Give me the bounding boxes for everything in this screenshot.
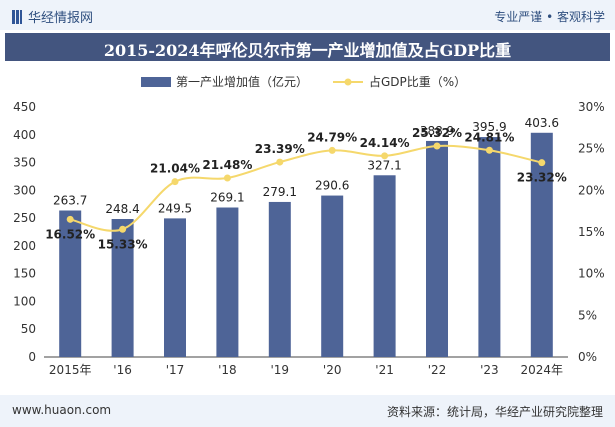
slogan: 专业严谨 • 客观科学 (494, 10, 605, 24)
bar-value-label: 263.7 (53, 194, 87, 208)
x-tick-label: '16 (113, 363, 132, 377)
pct-point (433, 142, 441, 150)
bar (268, 201, 291, 357)
bar (59, 210, 82, 357)
x-tick-label: '21 (375, 363, 394, 377)
pct-value-label: 25.32% (412, 126, 462, 140)
x-tick-label: '20 (323, 363, 342, 377)
bar-value-label: 395.9 (472, 120, 506, 134)
logo-icon (12, 10, 22, 24)
bar (426, 140, 448, 357)
pct-point (328, 146, 336, 154)
y-left-tick-label: 0 (28, 350, 36, 364)
y-left-tick-label: 150 (13, 267, 36, 281)
pct-value-label: 23.39% (255, 142, 305, 156)
x-tick-label: 2015年 (49, 363, 92, 377)
pct-line (69, 144, 543, 232)
chart-title: 2015-2024年呼伦贝尔市第一产业增加值及占GDP比重 (103, 41, 512, 60)
y-left-tick-label: 100 (13, 294, 36, 308)
pct-point (538, 159, 546, 167)
pct-point (381, 152, 389, 160)
pct-value-label: 24.79% (307, 130, 357, 144)
bar-value-label: 327.1 (367, 158, 401, 172)
pct-value-label: 21.04% (150, 162, 200, 176)
bar-value-label: 388.9 (420, 124, 454, 138)
y-left-tick-label: 350 (13, 156, 36, 170)
y-left-tick-label: 300 (13, 183, 36, 197)
y-right-tick-label: 30% (578, 100, 605, 114)
bar-value-label: 269.1 (210, 191, 244, 205)
title-bar: 2015-2024年呼伦贝尔市第一产业增加值及占GDP比重 (5, 33, 610, 61)
y-right-tick-label: 15% (578, 225, 605, 239)
pct-point (66, 215, 74, 223)
pct-value-label: 23.32% (517, 171, 567, 185)
bar-value-label: 249.5 (158, 201, 192, 215)
bottom-banner: www.huaon.com 资料来源：统计局，华经产业研究院整理 (0, 395, 615, 427)
y-left-tick-label: 450 (13, 100, 36, 114)
y-left-tick-label: 400 (13, 128, 36, 142)
brand-name: 华经情报网 (28, 11, 94, 26)
bar (216, 207, 239, 357)
bar (373, 175, 396, 357)
legend-line-label: 占GDP比重（%） (369, 74, 466, 89)
y-right-tick-label: 0% (578, 350, 597, 364)
x-tick-label: '17 (166, 363, 185, 377)
bar (321, 195, 344, 357)
x-tick-label: '22 (428, 363, 447, 377)
pct-point (223, 174, 231, 182)
y-right-tick-label: 5% (578, 308, 597, 322)
x-tick-label: '19 (271, 363, 290, 377)
legend-bar-swatch (141, 77, 171, 87)
data-source: 资料来源：统计局，华经产业研究院整理 (386, 405, 603, 419)
y-left-tick-label: 250 (13, 211, 36, 225)
bar-value-label: 290.6 (315, 179, 349, 193)
pct-point (171, 178, 179, 186)
y-right-tick-label: 25% (578, 142, 605, 156)
pct-value-label: 24.81% (464, 130, 514, 144)
pct-point (276, 158, 284, 166)
bar-value-label: 403.6 (525, 116, 559, 130)
brand-logo: 华经情报网 (12, 7, 93, 26)
website-url: www.huaon.com (12, 403, 112, 417)
pct-value-label: 15.33% (98, 237, 148, 251)
bar (164, 218, 186, 357)
legend-line-marker (344, 78, 352, 86)
x-tick-label: 2024年 (521, 363, 564, 377)
y-left-tick-label: 200 (13, 239, 36, 253)
x-tick-label: '18 (218, 363, 237, 377)
combo-chart: 第一产业增加值（亿元） 占GDP比重（%） 0 50 100 150 200 250 300 35… (13, 74, 605, 377)
pct-value-label: 24.14% (360, 136, 410, 150)
y-right-tick-label: 20% (578, 183, 605, 197)
bar-value-label: 248.4 (105, 202, 139, 216)
y-left-tick-label: 50 (21, 322, 36, 336)
bar (530, 132, 553, 357)
x-tick-label: '23 (480, 363, 499, 377)
pct-value-label: 21.48% (202, 158, 252, 172)
bar (478, 137, 501, 357)
top-banner: 华经情报网 专业严谨 • 客观科学 (0, 0, 615, 30)
bar-value-label: 279.1 (263, 185, 297, 199)
legend-bar-label: 第一产业增加值（亿元） (176, 74, 308, 89)
pct-point (485, 146, 493, 154)
pct-point (119, 225, 127, 233)
pct-value-label: 16.52% (45, 227, 95, 241)
y-right-tick-label: 10% (578, 267, 605, 281)
bar (111, 219, 134, 357)
